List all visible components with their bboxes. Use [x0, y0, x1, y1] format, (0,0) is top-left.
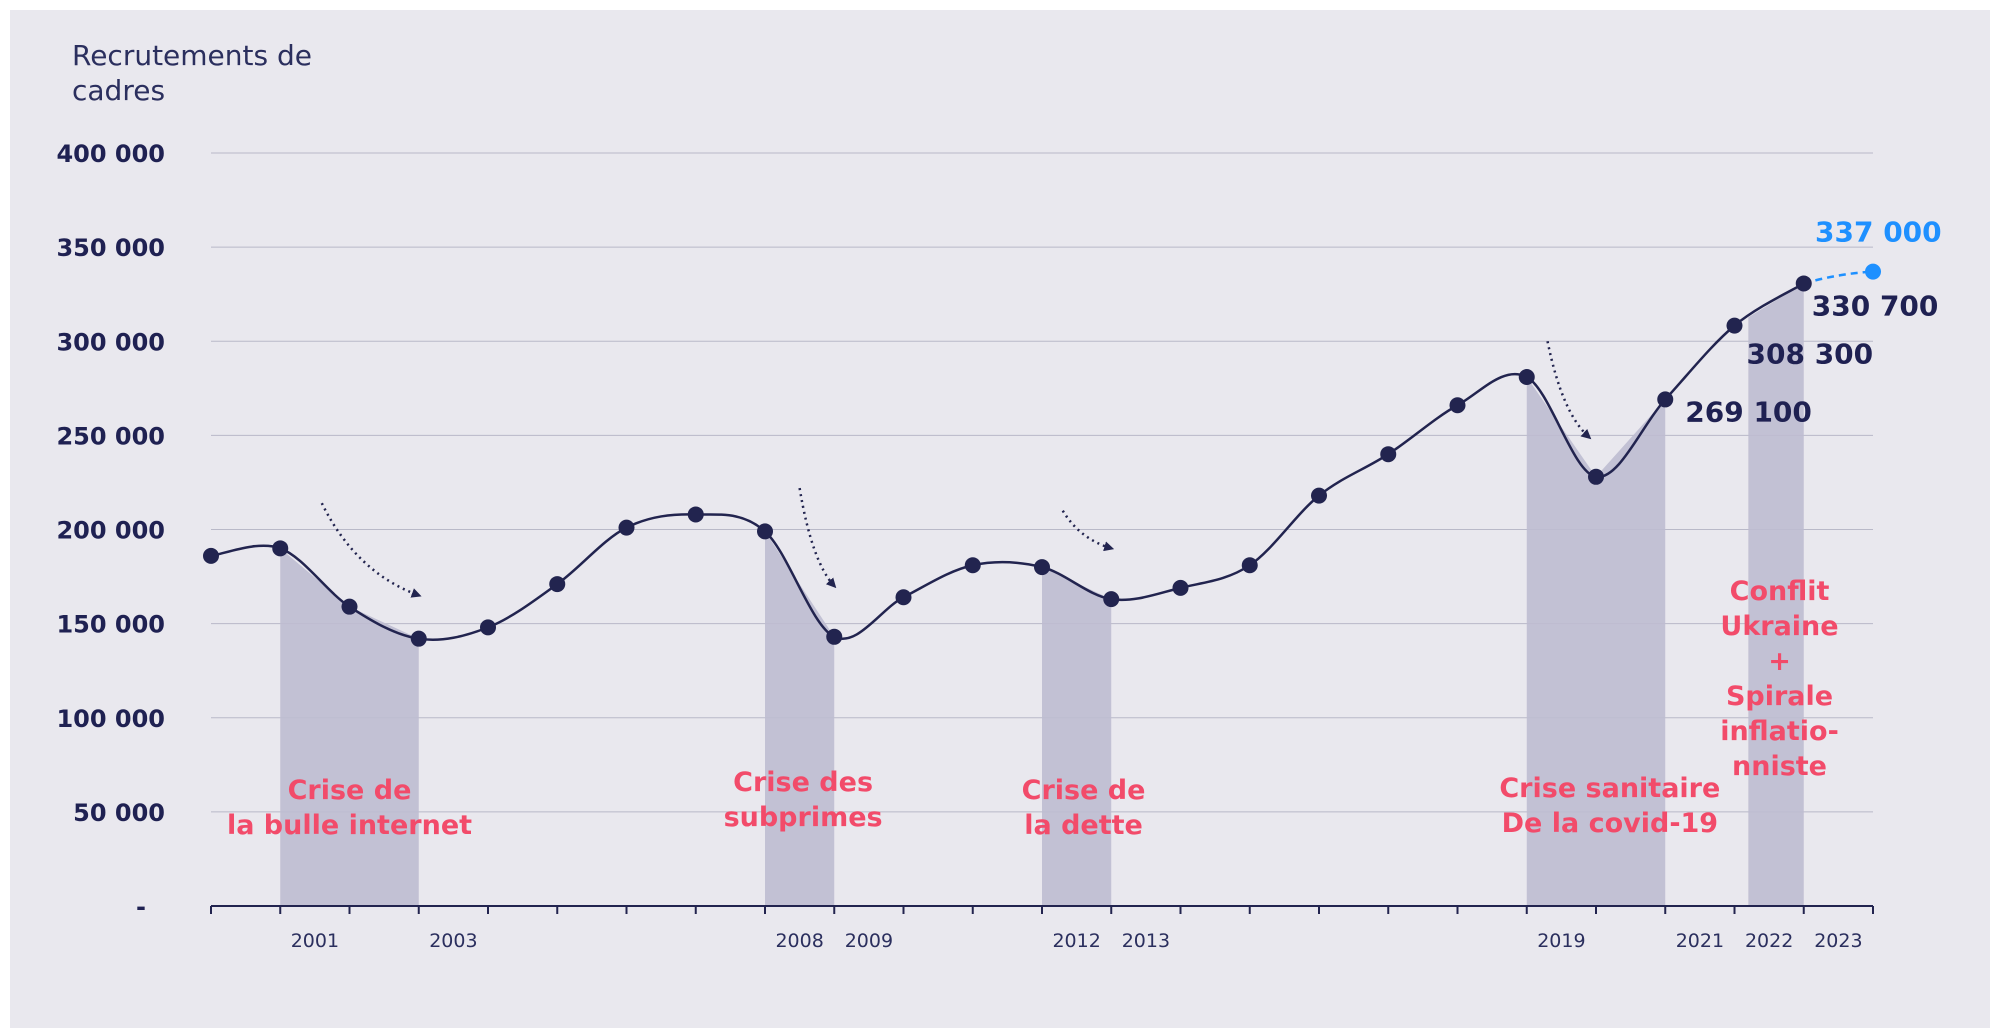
crisis-shade-area	[1526, 377, 1666, 907]
data-point	[1518, 369, 1535, 386]
crisis-label-line: Crise des	[733, 767, 873, 798]
crisis-label-line: subprimes	[724, 802, 883, 833]
data-point	[1103, 591, 1120, 608]
crisis-shade-area	[1748, 283, 1804, 906]
data-point	[895, 589, 912, 606]
data-point	[1726, 317, 1743, 334]
crisis-shade-area	[765, 531, 835, 906]
data-point	[1657, 391, 1674, 408]
data-point	[480, 619, 496, 636]
crisis-label-line: Ukraine	[1720, 611, 1838, 642]
x-tick-label: 2022	[1745, 930, 1793, 952]
data-point	[618, 519, 635, 536]
crisis-label-line: Crise de	[288, 775, 412, 806]
y-tick-label: 300 000	[56, 328, 165, 356]
y-tick-label: 400 000	[56, 140, 165, 168]
y-tick-label: 350 000	[56, 234, 165, 262]
data-point	[1241, 557, 1258, 574]
y-tick-label: -	[136, 893, 146, 921]
data-point	[1588, 468, 1604, 485]
x-tick-label: 2019	[1537, 930, 1585, 952]
crisis-label-line: inflatio-	[1720, 716, 1839, 747]
data-point	[1449, 397, 1466, 414]
projection-line	[1803, 270, 1874, 285]
x-tick-label: 2001	[291, 930, 339, 952]
y-tick-label: 250 000	[56, 422, 165, 450]
data-point	[1795, 275, 1812, 292]
crisis-label-line: De la covid-19	[1502, 808, 1719, 839]
crisis-label-line: Crise de	[1022, 775, 1146, 806]
crisis-label-line: +	[1768, 646, 1791, 677]
x-tick-label: 2021	[1676, 930, 1724, 952]
x-tick-label: 2003	[429, 930, 477, 952]
y-tick-label: 100 000	[56, 705, 165, 733]
value-label: 269 100	[1685, 395, 1812, 428]
crisis-shade-area	[280, 548, 419, 906]
x-tick-label: 2008	[775, 930, 823, 952]
crisis-label-line: la bulle internet	[227, 810, 472, 841]
x-tick-label: 2023	[1814, 930, 1862, 952]
x-tick-label: 2013	[1122, 930, 1170, 952]
y-tick-label: 150 000	[56, 611, 165, 639]
x-tick-label: 2012	[1052, 930, 1100, 952]
data-point	[1172, 579, 1189, 596]
y-axis-title-line: cadres	[72, 74, 165, 107]
data-point	[203, 547, 219, 564]
decline-arrow	[1061, 510, 1115, 552]
decline-arrow	[798, 487, 837, 589]
data-point	[341, 598, 358, 615]
crisis-label-line: Conflit	[1730, 576, 1830, 607]
value-label: 337 000	[1815, 216, 1942, 249]
data-point	[272, 540, 289, 557]
data-point	[757, 523, 773, 540]
data-point	[687, 506, 704, 523]
data-point	[1380, 446, 1397, 463]
y-axis-title-line: Recrutements de	[72, 39, 312, 72]
crisis-label-line: Spirale	[1726, 681, 1833, 712]
value-label: 308 300	[1747, 338, 1874, 371]
projection-point	[1865, 263, 1881, 280]
crisis-shade-area	[1042, 567, 1112, 906]
crisis-label-line: Crise sanitaire	[1499, 773, 1720, 804]
x-tick-label: 2009	[845, 930, 893, 952]
value-label: 330 700	[1812, 289, 1939, 322]
chart-panel: Recrutements de cadres - 50 000 100 000 150 0…	[10, 10, 1990, 1028]
crisis-label-line: nniste	[1732, 751, 1827, 782]
data-point	[1034, 559, 1050, 576]
data-point	[964, 557, 981, 574]
data-point	[1311, 487, 1327, 504]
data-point	[826, 628, 843, 645]
y-tick-label: 50 000	[73, 799, 165, 827]
decline-arrow	[320, 502, 422, 598]
data-point	[410, 630, 427, 647]
crisis-label-line: la dette	[1024, 810, 1143, 841]
data-point	[549, 576, 566, 593]
y-tick-label: 200 000	[56, 517, 165, 545]
